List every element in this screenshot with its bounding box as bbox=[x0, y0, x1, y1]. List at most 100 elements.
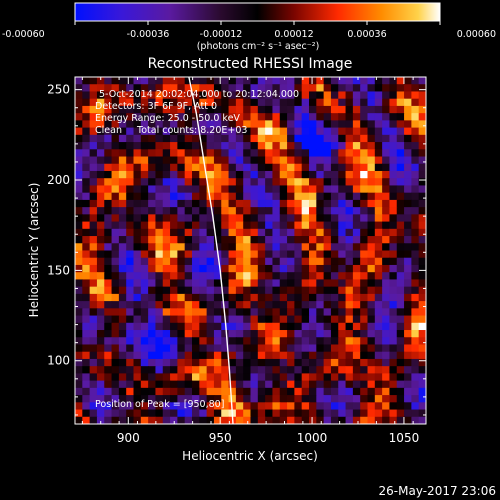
heatmap-cell bbox=[162, 185, 171, 194]
heatmap-cell bbox=[316, 279, 325, 288]
heatmap-cell bbox=[89, 257, 98, 266]
heatmap-cell bbox=[111, 243, 120, 252]
heatmap-cell bbox=[250, 264, 259, 273]
heatmap-cell bbox=[104, 156, 113, 165]
heatmap-cell bbox=[221, 156, 230, 165]
heatmap-cell bbox=[177, 351, 186, 360]
heatmap-cell bbox=[75, 105, 83, 114]
heatmap-cell bbox=[221, 293, 230, 302]
heatmap-cell bbox=[177, 178, 186, 187]
heatmap-cell bbox=[184, 387, 193, 396]
colorbar-tick-label: 0.00012 bbox=[274, 29, 313, 40]
heatmap-cell bbox=[272, 358, 281, 367]
heatmap-cell bbox=[243, 98, 252, 107]
heatmap-cell bbox=[118, 409, 127, 418]
heatmap-cell bbox=[192, 228, 200, 237]
heatmap-cell bbox=[184, 207, 193, 215]
heatmap-cell bbox=[111, 366, 120, 374]
heatmap-cell bbox=[192, 142, 200, 150]
heatmap-cell bbox=[148, 250, 157, 259]
heatmap-cell bbox=[243, 257, 252, 266]
heatmap-cell bbox=[323, 330, 332, 338]
heatmap-cell bbox=[294, 416, 303, 424]
heatmap-cell bbox=[272, 127, 281, 136]
y-tick-label: 150 bbox=[47, 263, 70, 277]
heatmap-cell bbox=[206, 272, 215, 281]
heatmap-cell bbox=[126, 409, 135, 418]
heatmap-cell bbox=[104, 308, 113, 317]
heatmap-cell bbox=[192, 77, 200, 85]
heatmap-cell bbox=[199, 207, 208, 215]
heatmap-cell bbox=[309, 293, 317, 302]
heatmap-cell bbox=[221, 330, 230, 338]
heatmap-cell bbox=[126, 221, 135, 230]
heatmap-cell bbox=[396, 315, 405, 324]
heatmap-cell bbox=[389, 98, 398, 107]
heatmap-cell bbox=[396, 113, 405, 121]
heatmap-cell bbox=[148, 199, 157, 208]
heatmap-cell bbox=[221, 134, 230, 143]
heatmap-cell bbox=[309, 120, 317, 129]
heatmap-cell bbox=[287, 77, 295, 85]
heatmap-cell bbox=[75, 236, 83, 244]
heatmap-cell bbox=[89, 221, 98, 230]
heatmap-cell bbox=[221, 257, 230, 266]
heatmap-cell bbox=[265, 178, 274, 187]
heatmap-cell bbox=[133, 178, 142, 187]
heatmap-cell bbox=[250, 163, 259, 172]
heatmap-cell bbox=[177, 156, 186, 165]
heatmap-cell bbox=[287, 250, 295, 259]
heatmap-cell bbox=[184, 228, 193, 237]
heatmap-cell bbox=[206, 228, 215, 237]
heatmap-cell bbox=[192, 264, 200, 273]
heatmap-cell bbox=[235, 286, 244, 295]
heatmap-cell bbox=[287, 170, 295, 179]
heatmap-cell bbox=[75, 149, 83, 158]
heatmap-cell bbox=[104, 250, 113, 259]
heatmap-cell bbox=[104, 286, 113, 295]
heatmap-cell bbox=[396, 301, 405, 309]
heatmap-cell bbox=[162, 387, 171, 396]
heatmap-cell bbox=[396, 351, 405, 360]
heatmap-cell bbox=[133, 192, 142, 201]
heatmap-cell bbox=[118, 199, 127, 208]
heatmap-cell bbox=[213, 387, 222, 396]
heatmap-cell bbox=[89, 416, 98, 424]
heatmap-cell bbox=[287, 185, 295, 194]
heatmap-cell bbox=[389, 358, 398, 367]
heatmap-cell bbox=[170, 127, 178, 136]
heatmap-cell bbox=[360, 214, 369, 223]
heatmap-cell bbox=[404, 236, 412, 244]
heatmap-cell bbox=[75, 185, 83, 194]
heatmap-cell bbox=[360, 113, 369, 121]
heatmap-cell bbox=[396, 250, 405, 259]
heatmap-cell bbox=[418, 330, 426, 338]
heatmap-cell bbox=[75, 127, 83, 136]
heatmap-cell bbox=[272, 120, 281, 129]
heatmap-cell bbox=[184, 293, 193, 302]
heatmap-cell bbox=[345, 243, 354, 252]
heatmap-cell bbox=[184, 243, 193, 252]
heatmap-cell bbox=[411, 142, 420, 150]
heatmap-cell bbox=[243, 264, 252, 273]
heatmap-cell bbox=[213, 286, 222, 295]
heatmap-cell bbox=[148, 142, 157, 150]
heatmap-cell bbox=[279, 308, 288, 317]
heatmap-cell bbox=[118, 308, 127, 317]
heatmap-cell bbox=[294, 264, 303, 273]
heatmap-cell bbox=[411, 301, 420, 309]
heatmap-cell bbox=[316, 105, 325, 114]
heatmap-cell bbox=[323, 185, 332, 194]
y-tick-label: 200 bbox=[47, 173, 70, 187]
heatmap-cell bbox=[257, 170, 266, 179]
heatmap-cell bbox=[396, 185, 405, 194]
heatmap-cell bbox=[411, 199, 420, 208]
heatmap-cell bbox=[367, 105, 376, 114]
heatmap-cell bbox=[243, 373, 252, 382]
heatmap-cell bbox=[111, 98, 120, 107]
heatmap-cell bbox=[374, 156, 383, 165]
heatmap-cell bbox=[104, 142, 113, 150]
heatmap-cell bbox=[155, 199, 164, 208]
heatmap-cell bbox=[301, 250, 310, 259]
heatmap-cell bbox=[140, 344, 149, 353]
